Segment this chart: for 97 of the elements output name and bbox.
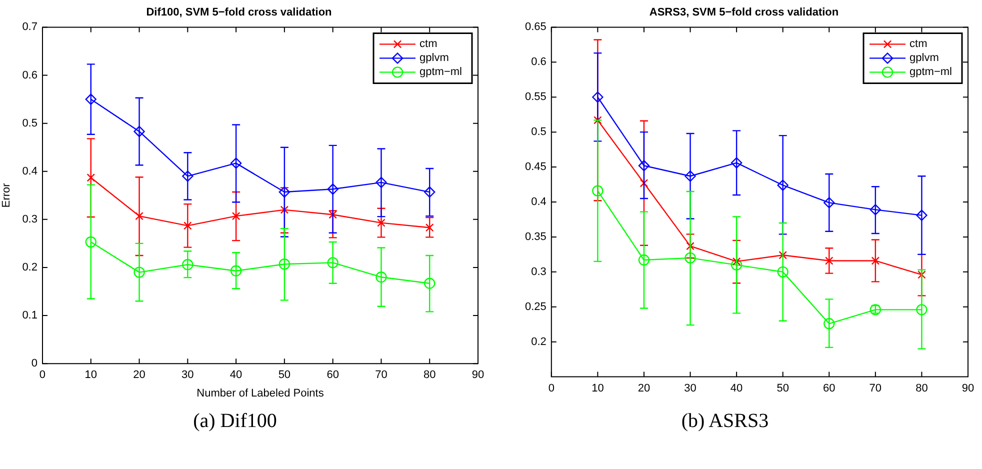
y-tick-label: 0.1 <box>22 310 38 322</box>
point <box>85 236 96 248</box>
y-tick-label: 0 <box>31 358 38 370</box>
point <box>825 256 834 265</box>
x-tick-label: 70 <box>869 382 882 394</box>
y-tick-label: 0.3 <box>22 213 38 226</box>
point <box>232 212 240 220</box>
x-tick-label: 40 <box>230 369 242 382</box>
x-axis-title: Number of Labeled Points <box>196 387 324 400</box>
x-tick-label: 60 <box>326 369 339 382</box>
y-tick-label: 0.35 <box>524 230 546 243</box>
chart-title: ASRS3, SVM 5−fold cross validation <box>649 6 839 19</box>
y-tick-label: 0.5 <box>531 126 546 138</box>
point <box>594 116 602 124</box>
x-tick-label: 10 <box>84 369 98 382</box>
legend-label: gplvm <box>420 52 449 64</box>
point <box>184 222 192 230</box>
point <box>640 178 648 188</box>
x-tick-label: 20 <box>133 369 146 382</box>
y-tick-label: 0.5 <box>22 117 38 130</box>
x-tick-label: 80 <box>423 369 436 382</box>
x-tick-label: 10 <box>592 382 604 394</box>
x-tick-label: 50 <box>278 369 291 382</box>
y-tick-label: 0.6 <box>531 56 546 68</box>
point <box>778 251 787 260</box>
point <box>871 256 880 265</box>
point <box>684 170 696 182</box>
x-tick-label: 20 <box>638 382 650 394</box>
y-tick-label: 0.4 <box>531 196 546 208</box>
x-tick-label: 80 <box>916 382 928 394</box>
legend-label: gptm−ml <box>910 66 952 78</box>
x-tick-label: 50 <box>776 382 789 394</box>
legend-label: ctm <box>420 38 438 50</box>
y-tick-label: 0.55 <box>524 91 546 104</box>
y-axis-title: Error <box>0 182 13 208</box>
y-tick-label: 0.45 <box>524 161 546 174</box>
x-tick-label: 90 <box>472 369 484 382</box>
y-tick-label: 0.4 <box>22 165 38 178</box>
point <box>918 270 926 279</box>
x-tick-label: 70 <box>375 369 388 382</box>
point <box>135 212 144 220</box>
point <box>230 265 242 276</box>
point <box>328 210 337 219</box>
point <box>280 206 289 214</box>
point <box>592 185 604 196</box>
point <box>638 160 650 172</box>
point <box>916 304 928 316</box>
point <box>85 94 96 105</box>
y-tick-label: 0.2 <box>22 262 38 274</box>
point <box>327 257 338 268</box>
point <box>777 180 788 191</box>
point <box>592 92 604 103</box>
chart-title: Dif100, SVM 5−fold cross validation <box>146 6 332 19</box>
x-tick-label: 0 <box>39 369 46 382</box>
point <box>278 258 290 270</box>
point <box>230 158 242 169</box>
y-tick-label: 0.6 <box>22 69 38 82</box>
legend-label: ctm <box>910 38 928 50</box>
y-tick-label: 0.25 <box>524 300 546 313</box>
point <box>730 157 742 168</box>
point <box>376 176 387 188</box>
point <box>424 278 436 289</box>
point <box>732 257 741 266</box>
point <box>134 266 145 278</box>
point <box>686 242 694 250</box>
text: (a) Dif100 <box>192 410 278 433</box>
legend-label: gptm−ml <box>420 66 462 78</box>
point <box>278 186 290 198</box>
point <box>916 210 928 221</box>
x-tick-label: 30 <box>684 382 696 394</box>
y-tick-label: 0.65 <box>524 21 546 34</box>
x-tick-label: 40 <box>730 382 743 394</box>
y-tick-label: 0.7 <box>22 21 38 34</box>
legend-label: gplvm <box>910 52 939 64</box>
point <box>182 259 194 270</box>
x-tick-label: 30 <box>182 369 194 382</box>
point <box>638 254 650 266</box>
point <box>134 126 145 138</box>
point <box>377 218 386 227</box>
point <box>182 170 194 182</box>
point <box>327 184 338 195</box>
point <box>684 252 696 264</box>
x-tick-label: 0 <box>548 382 554 394</box>
point <box>824 197 835 208</box>
x-tick-label: 60 <box>823 382 836 394</box>
y-tick-label: 0.2 <box>531 336 546 348</box>
y-tick-label: 0.3 <box>531 266 546 278</box>
point <box>86 173 96 182</box>
text: (b) ASRS3 <box>680 410 770 433</box>
x-tick-label: 90 <box>962 382 974 394</box>
point <box>425 223 434 232</box>
point <box>777 266 788 278</box>
point <box>376 271 387 283</box>
point <box>424 186 436 198</box>
point <box>730 259 742 271</box>
point <box>824 318 835 330</box>
point <box>870 204 882 216</box>
